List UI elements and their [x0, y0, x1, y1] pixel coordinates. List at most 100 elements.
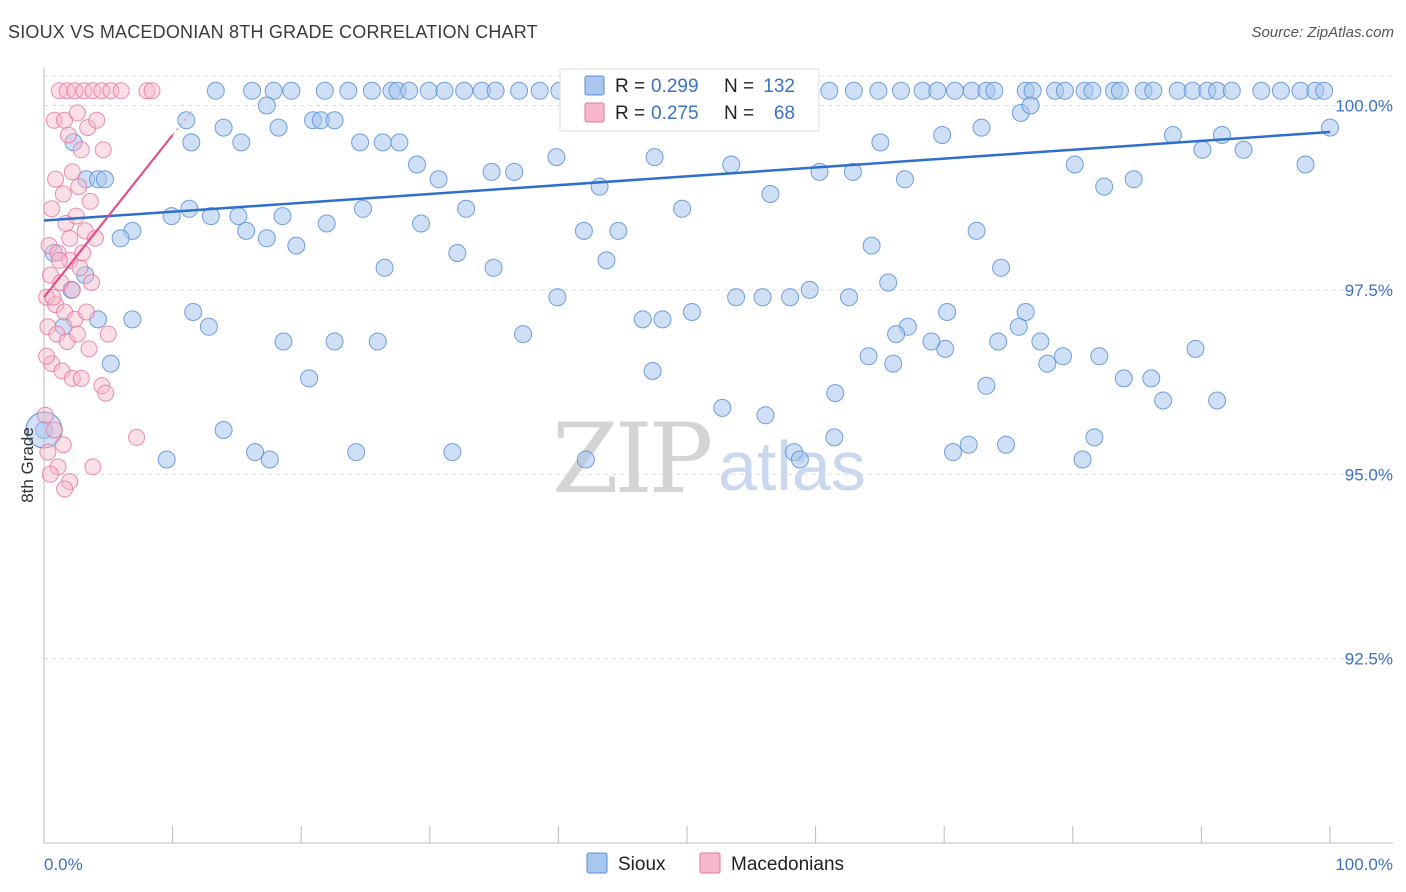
macedonians-point — [88, 111, 106, 129]
sioux-point — [1090, 347, 1109, 366]
sioux-point — [922, 332, 941, 351]
watermark-zip: ZIP — [552, 403, 711, 515]
macedonians-point — [84, 458, 102, 476]
sioux-point — [455, 81, 474, 100]
sioux-point — [1016, 303, 1035, 321]
sioux-point — [1222, 81, 1241, 100]
macedonians-trendline-extension — [172, 110, 193, 136]
sioux-point — [354, 199, 372, 218]
macedonians-point — [63, 369, 81, 387]
sioux-point — [315, 81, 334, 100]
sioux-point — [653, 310, 672, 329]
sioux-point — [95, 170, 114, 189]
sioux-point — [548, 288, 567, 307]
macedonians-point — [39, 318, 57, 336]
sioux-point — [232, 133, 251, 152]
sioux-point — [673, 199, 692, 218]
sioux-point — [781, 288, 800, 307]
macedonians-point — [50, 251, 68, 269]
macedonians-point — [75, 82, 93, 100]
sioux-point — [457, 199, 476, 218]
sioux-point — [869, 81, 888, 100]
sioux-point — [1234, 140, 1253, 159]
macedonians-point — [68, 104, 86, 122]
sioux-point — [443, 443, 462, 462]
macedonians-point — [77, 303, 95, 321]
sioux-point — [1095, 177, 1114, 196]
sioux-point — [325, 111, 344, 130]
sioux-point — [264, 81, 283, 100]
series-legend-swatch-sioux — [586, 852, 608, 874]
sioux-point — [260, 450, 279, 469]
watermark-atlas: atlas — [718, 427, 866, 505]
sioux-point — [237, 221, 256, 240]
sioux-point — [790, 450, 809, 469]
sioux-point — [1252, 81, 1271, 100]
y-axis-title: 8th Grade — [18, 427, 37, 503]
legend-swatch-macedonians — [584, 102, 605, 123]
macedonians-point — [40, 237, 58, 255]
sioux-point — [408, 155, 426, 174]
macedonians-point — [54, 185, 72, 203]
sioux-point — [317, 214, 336, 233]
macedonians-point — [79, 119, 97, 137]
sioux-point — [182, 133, 201, 152]
sioux-point — [419, 81, 438, 100]
sioux-point — [412, 214, 430, 233]
sioux-point — [761, 185, 780, 203]
sioux-point — [800, 280, 819, 299]
sioux-point — [448, 244, 467, 262]
x-tick-label-min: 0.0% — [44, 855, 83, 874]
sioux-point — [206, 81, 225, 100]
sioux-point — [199, 317, 218, 336]
macedonians-point — [71, 259, 89, 277]
macedonians-point — [138, 82, 156, 100]
sioux-point — [938, 303, 957, 321]
macedonians-point — [45, 421, 63, 439]
sioux-point — [400, 81, 419, 100]
sioux-point — [246, 443, 265, 462]
macedonians-point — [93, 82, 111, 100]
series-legend-label-sioux: Sioux — [618, 854, 666, 875]
macedonians-point — [63, 281, 81, 299]
sioux-point — [1021, 96, 1040, 115]
sioux-point — [643, 362, 662, 380]
sioux-point — [177, 111, 196, 130]
sioux-point — [844, 81, 863, 100]
sioux-point — [375, 258, 394, 277]
sioux-point — [184, 303, 203, 321]
y-tick-label: 92.5% — [1345, 650, 1393, 669]
sioux-point — [727, 288, 746, 307]
macedonians-point — [80, 340, 98, 358]
sioux-point — [590, 177, 609, 196]
macedonians-point — [72, 141, 90, 159]
macedonians-point — [81, 192, 99, 210]
macedonians-point — [45, 111, 63, 129]
sioux-point — [282, 81, 301, 100]
y-tick-label: 100.0% — [1335, 97, 1393, 116]
legend-r-label-sioux: R = — [615, 76, 645, 97]
sioux-point — [1208, 391, 1227, 410]
sioux-point — [1154, 391, 1173, 410]
macedonians-point — [63, 163, 81, 181]
macedonians-point — [47, 170, 65, 188]
sioux-point — [871, 133, 890, 152]
sioux-point — [510, 81, 529, 100]
macedonians-point — [72, 369, 90, 387]
sioux-point — [257, 96, 276, 115]
sioux-point — [1110, 81, 1129, 100]
sioux-point — [325, 332, 344, 351]
sioux-point — [300, 369, 319, 388]
sioux-point — [214, 118, 233, 137]
macedonians-point — [112, 82, 130, 100]
source-credit: Source: ZipAtlas.com — [1251, 24, 1394, 41]
legend-n-value-macedonians: 68 — [774, 103, 795, 124]
sioux-point — [1296, 155, 1315, 174]
sioux-point — [435, 81, 454, 100]
sioux-point — [273, 207, 292, 226]
trend-lines — [43, 110, 1331, 298]
legend-r-label-macedonians: R = — [615, 103, 645, 124]
sioux-point — [373, 133, 392, 152]
macedonians-point — [66, 82, 84, 100]
